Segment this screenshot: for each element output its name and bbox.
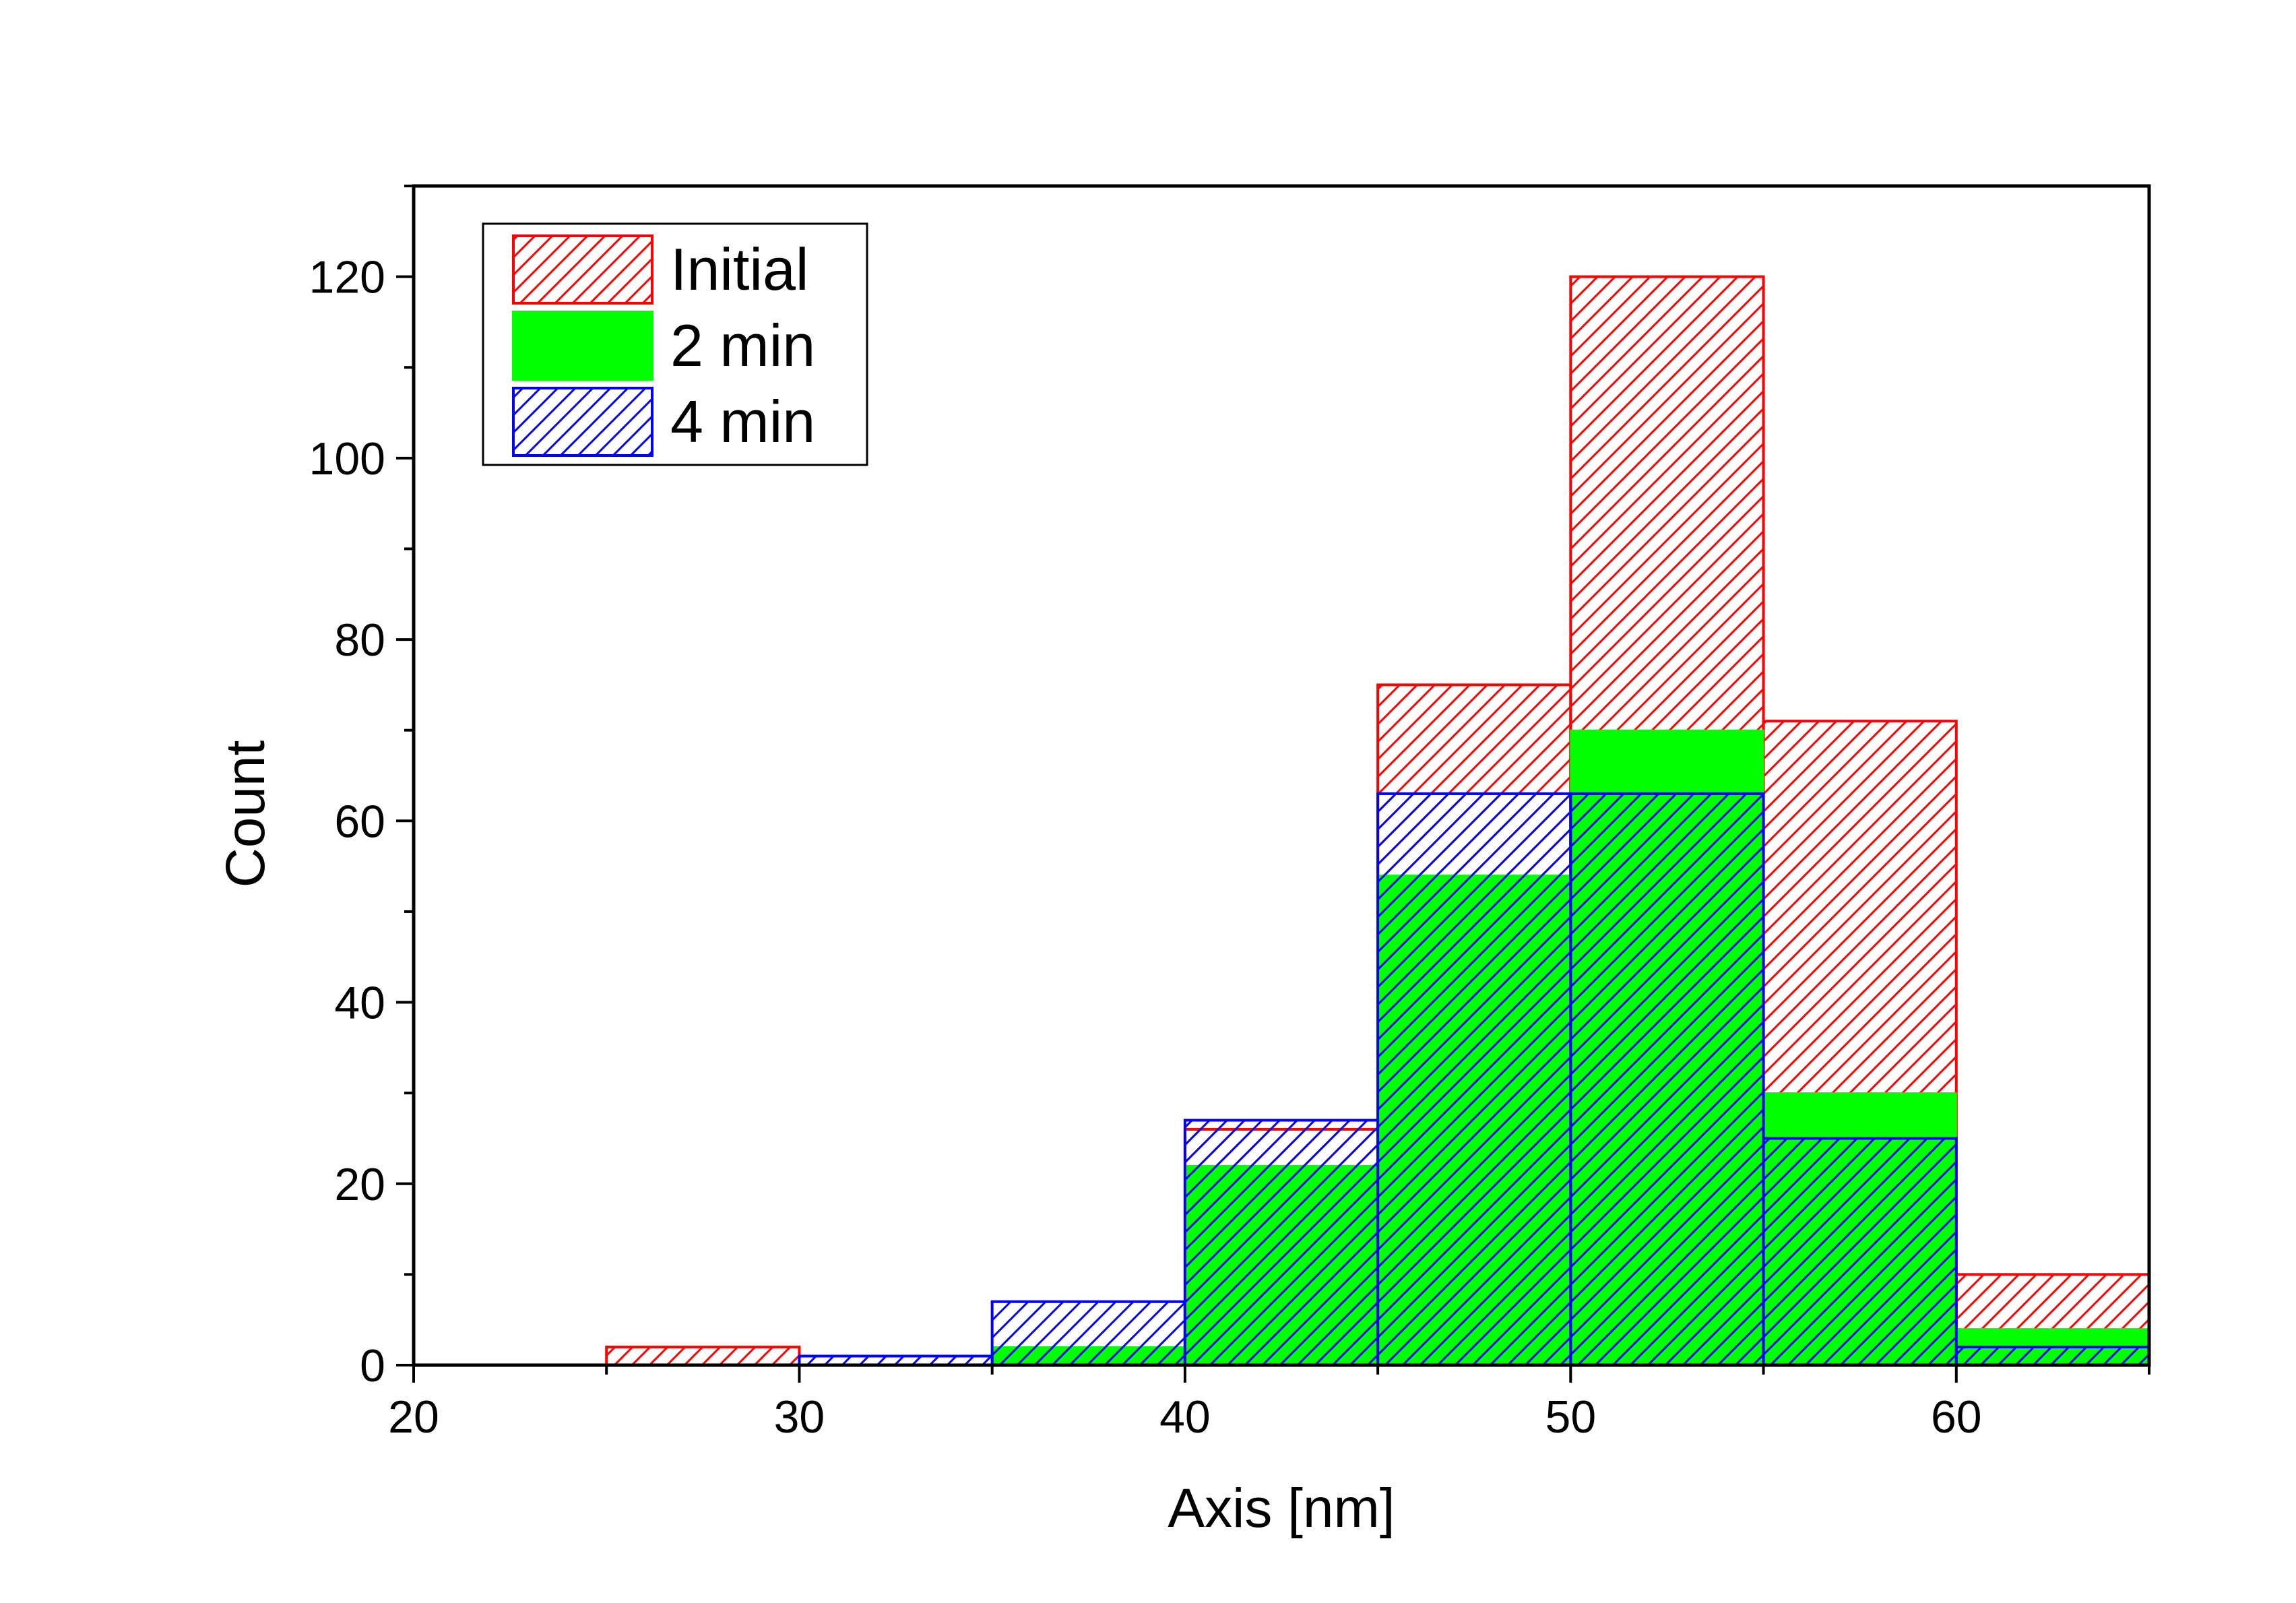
bar-4-min-55	[1762, 1137, 1958, 1366]
bars-layer	[605, 275, 2151, 1367]
x-tick-label-50: 50	[1545, 1391, 1597, 1443]
y-tick-label-120: 120	[309, 252, 385, 303]
legend-swatch-2min	[512, 311, 653, 381]
y-tick-label-100: 100	[309, 433, 385, 484]
x-tick-label-60: 60	[1931, 1391, 1982, 1443]
legend-label-2min: 2 min	[670, 312, 815, 379]
y-tick-label-60: 60	[334, 796, 385, 847]
bar-4-min-50	[1569, 792, 1765, 1366]
bar-4-min-60	[1954, 1346, 2151, 1366]
y-tick-label-80: 80	[334, 615, 385, 666]
legend: Initial 2 min 4 min	[482, 222, 868, 466]
bar-initial-25	[605, 1346, 801, 1366]
legend-swatch-initial	[512, 234, 653, 305]
y-tick-label-40: 40	[334, 978, 385, 1029]
y-tick-label-20: 20	[334, 1159, 385, 1210]
legend-label-4min: 4 min	[670, 388, 815, 455]
legend-label-initial: Initial	[670, 236, 808, 303]
legend-swatch-4min	[512, 387, 653, 457]
y-axis-title: Count	[215, 740, 276, 887]
bar-4-min-35	[990, 1300, 1186, 1367]
bar-4-min-40	[1183, 1119, 1380, 1366]
x-tick-label-20: 20	[388, 1391, 439, 1443]
y-tick-label-0: 0	[360, 1340, 385, 1391]
bar-4-min-45	[1376, 792, 1572, 1366]
plot-frame	[412, 184, 2151, 1367]
x-tick-label-40: 40	[1159, 1391, 1211, 1443]
x-tick-label-30: 30	[774, 1391, 825, 1443]
x-axis-title: Axis [nm]	[1168, 1478, 1395, 1539]
